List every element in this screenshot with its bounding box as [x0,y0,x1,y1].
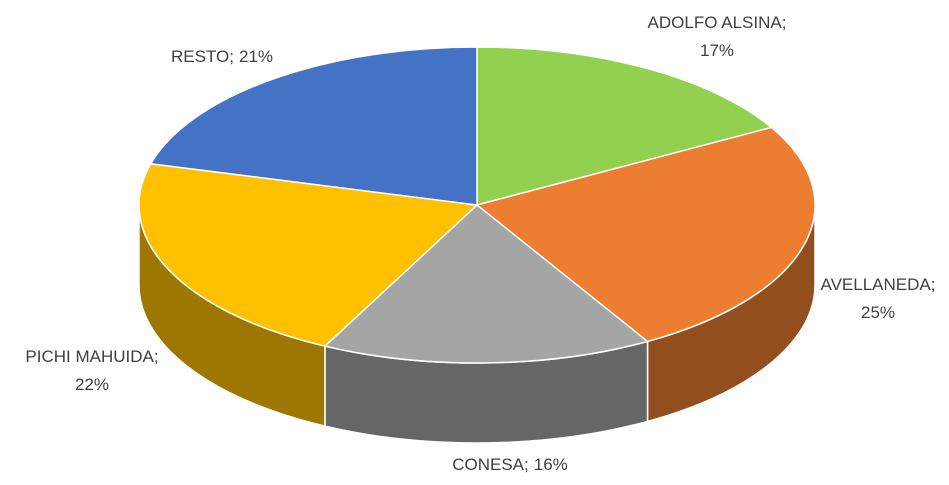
data-label: ADOLFO ALSINA; 17% [648,13,787,60]
pie-slice [475,126,816,343]
data-label: RESTO; 21% [171,47,273,66]
data-label: AVELLANEDA; 25% [821,275,936,322]
pie-slice [138,162,479,347]
label-category: AVELLANEDA [821,275,932,294]
label-separator: ; [154,347,159,366]
data-label: CONESA; 16% [452,455,568,474]
label-value: 16% [534,455,568,474]
label-separator: ; [931,275,936,294]
pie-slice [476,46,774,206]
data-label: PICHI MAHUIDA; 22% [25,347,158,394]
label-value: 22% [75,375,109,394]
label-separator: ; [524,455,529,474]
label-category: CONESA [452,455,524,474]
label-category: RESTO [171,47,229,66]
pie-slice [149,46,478,206]
label-value: 17% [700,41,734,60]
label-separator: ; [229,47,234,66]
label-value: 25% [861,303,895,322]
label-category: PICHI MAHUIDA [25,347,154,366]
label-category: ADOLFO ALSINA [648,13,783,32]
label-value: 21% [239,47,273,66]
pie-slice [323,204,650,364]
label-separator: ; [782,13,787,32]
